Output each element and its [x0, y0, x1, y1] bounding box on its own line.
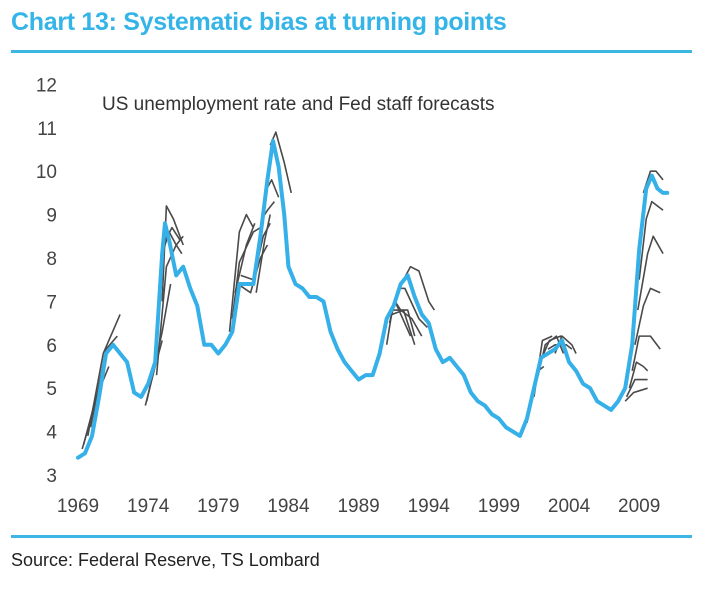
- forecast-line: [625, 378, 648, 398]
- x-tick-label: 1969: [57, 496, 99, 517]
- x-tick-label: 2004: [548, 496, 591, 517]
- unemployment-line: [76, 138, 670, 460]
- y-tick-label: 8: [46, 249, 57, 270]
- x-tick-label: 1999: [478, 496, 520, 517]
- y-tick-label: 6: [46, 336, 57, 357]
- x-tick-label: 1979: [197, 496, 239, 517]
- forecast-series: [81, 131, 664, 450]
- y-tick-label: 9: [46, 206, 57, 227]
- y-tick-label: 3: [46, 466, 57, 487]
- y-tick-label: 7: [46, 292, 57, 313]
- forecast-line: [161, 205, 184, 302]
- forecast-line: [269, 131, 293, 194]
- forecast-line: [89, 335, 118, 428]
- x-tick-label: 1989: [337, 496, 379, 517]
- x-tick-label: 2009: [618, 496, 660, 517]
- x-tick-label: 1974: [127, 496, 170, 517]
- source-note: Source: Federal Reserve, TS Lombard: [11, 550, 320, 570]
- y-tick-label: 4: [46, 423, 57, 444]
- actual-series: [76, 138, 670, 460]
- title-divider: [11, 50, 692, 53]
- x-tick-label: 1984: [267, 496, 310, 517]
- y-tick-label: 10: [36, 162, 57, 183]
- forecast-line: [228, 213, 255, 332]
- y-tick-label: 11: [37, 119, 57, 140]
- forecast-line: [624, 387, 648, 402]
- y-tick-label: 5: [46, 379, 57, 400]
- source-divider: [11, 535, 692, 538]
- chart-subtitle: US unemployment rate and Fed staff forec…: [102, 94, 495, 115]
- forecast-line: [634, 287, 661, 345]
- forecast-line: [162, 231, 183, 255]
- chart-title: Chart 13: Systematic bias at turning poi…: [11, 8, 507, 36]
- forecast-line: [87, 314, 121, 437]
- forecast-line: [631, 335, 661, 371]
- forecast-line: [255, 214, 271, 293]
- x-tick-label: 1994: [408, 496, 451, 517]
- y-axis: 3 4 5 6 7 8 9 10 11 12: [36, 75, 58, 487]
- forecast-line: [402, 265, 436, 311]
- forecast-line: [391, 309, 416, 346]
- forecast-line: [628, 361, 649, 389]
- forecast-line: [637, 235, 664, 311]
- x-axis: 1969 1974 1979 1984 1989 1994 1999 2004 2009: [57, 496, 660, 517]
- forecast-line: [638, 200, 664, 280]
- forecast-line: [394, 300, 423, 337]
- forecast-line: [234, 222, 256, 293]
- y-tick-label: 12: [36, 75, 57, 96]
- forecast-line: [397, 287, 428, 328]
